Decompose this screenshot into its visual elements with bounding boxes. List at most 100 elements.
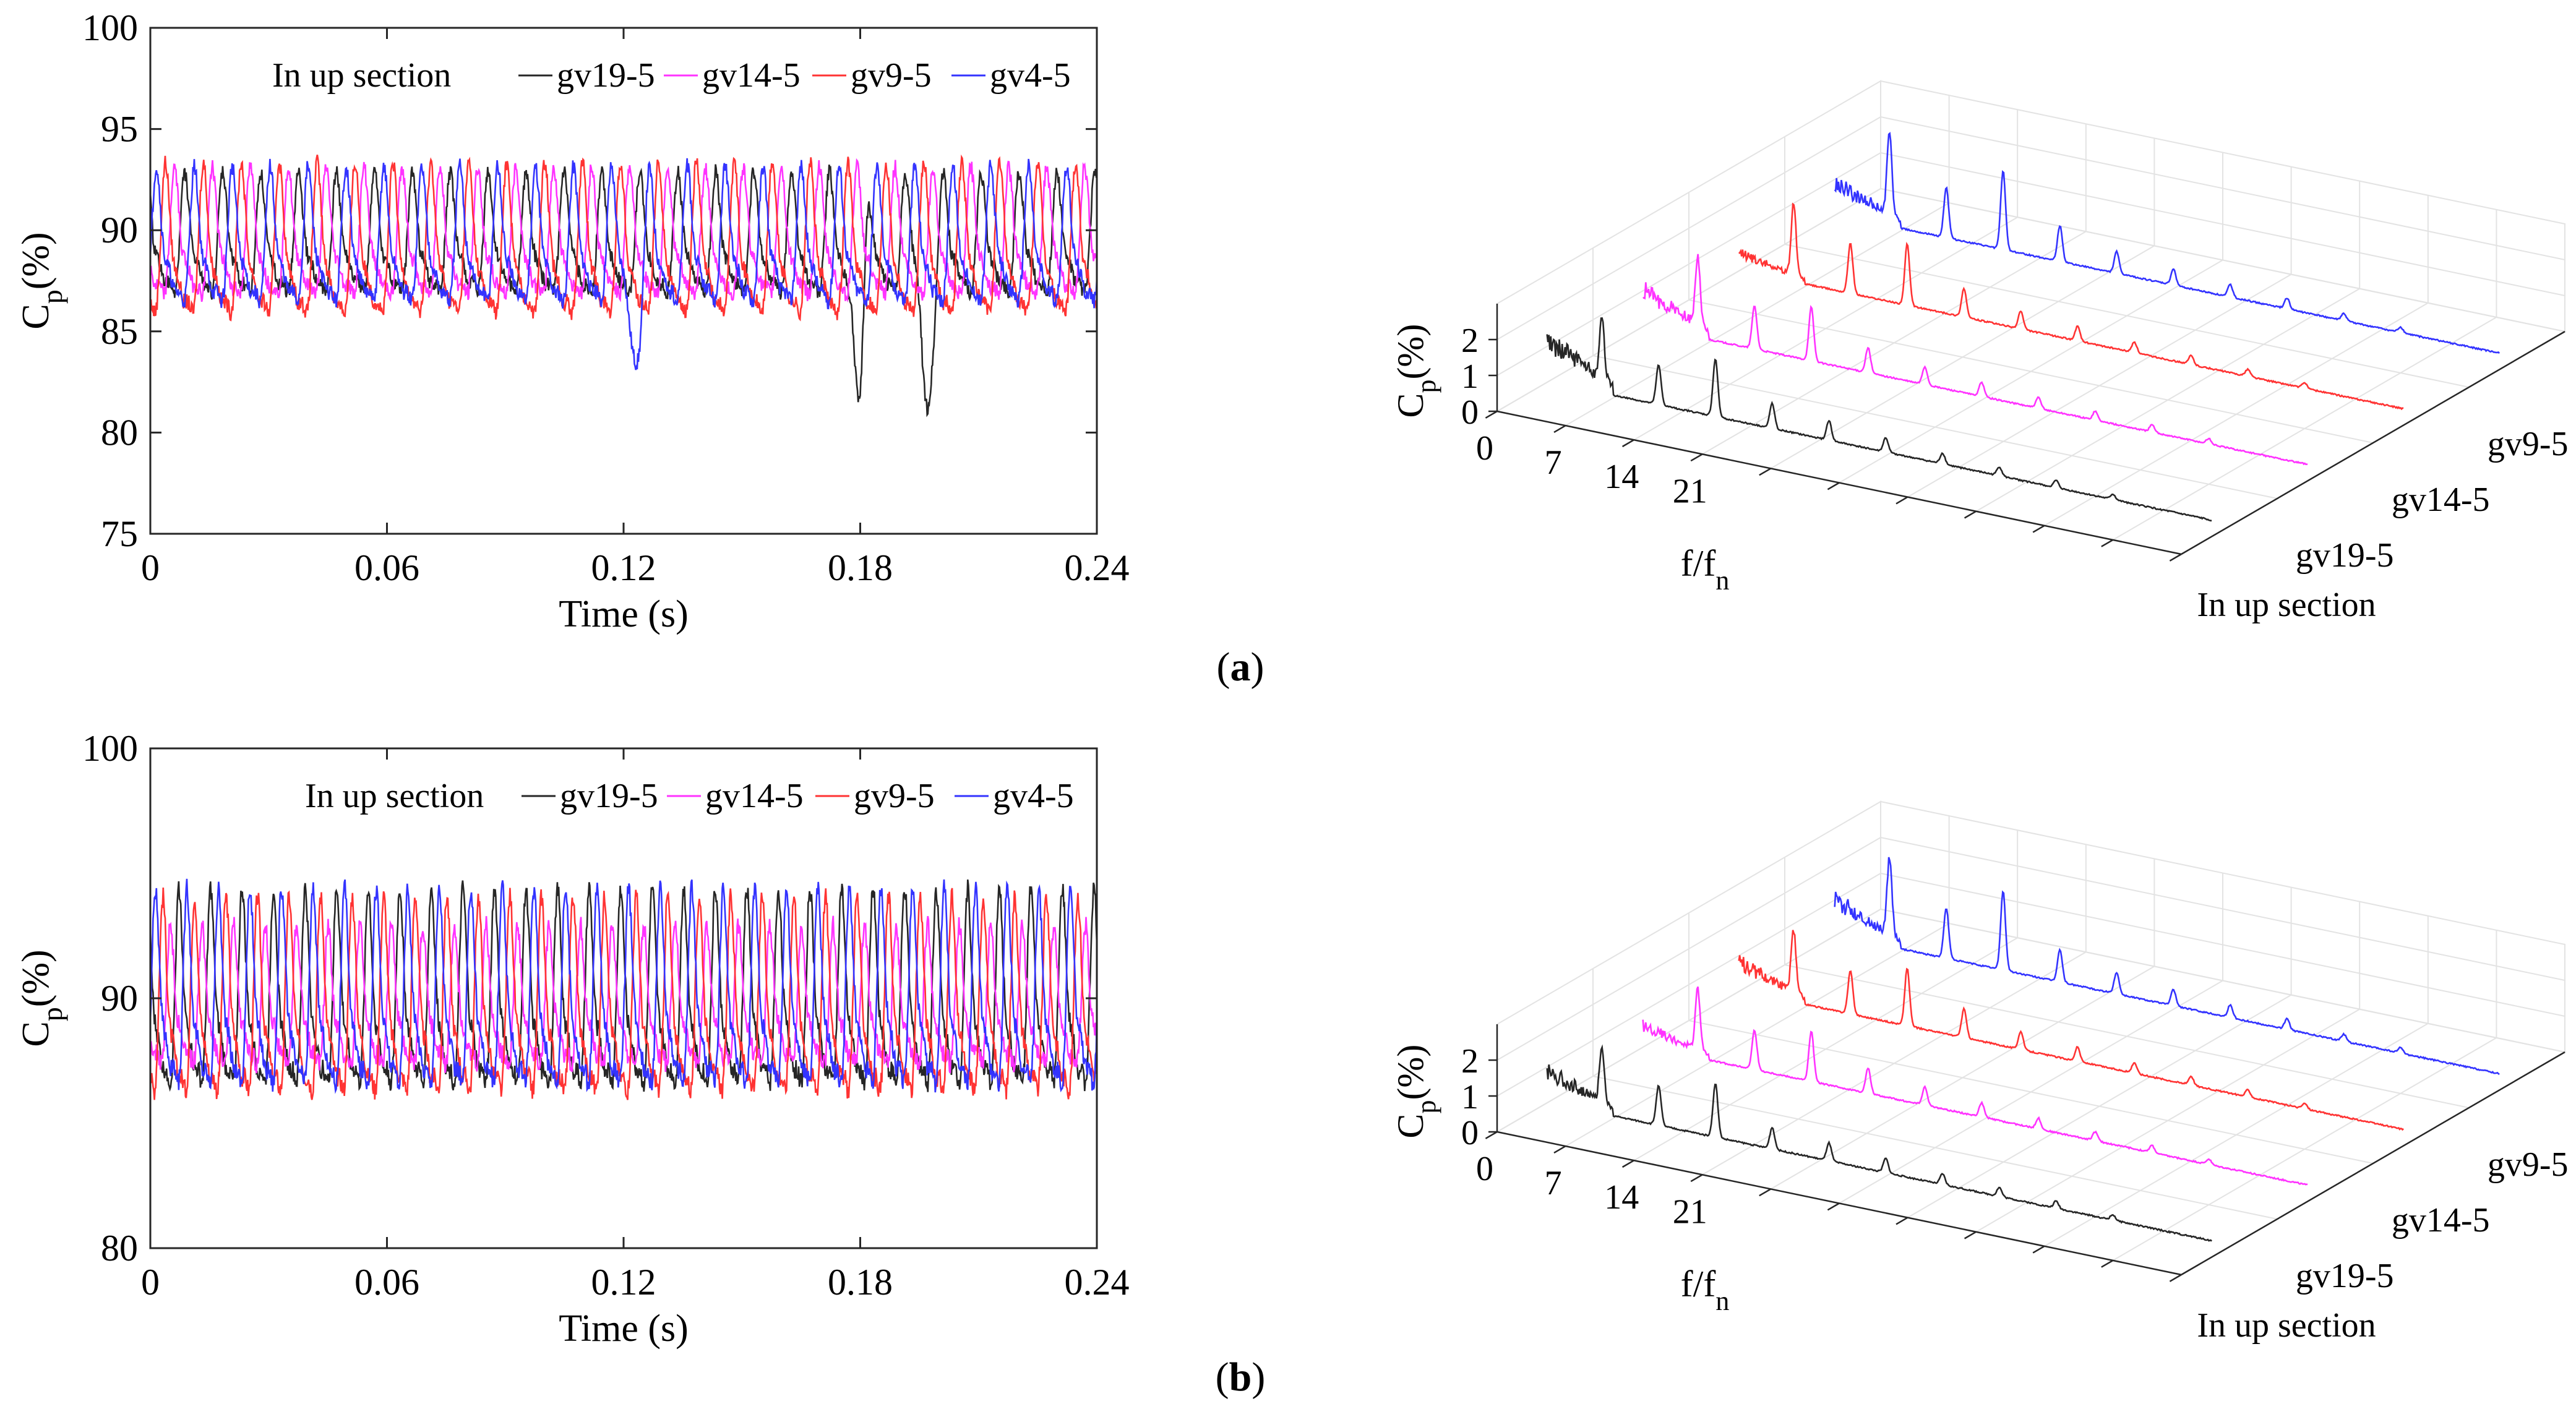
legend-label-gv4-5: gv4-5 (990, 56, 1071, 95)
z-axis-label: Cp(%) (1390, 324, 1441, 418)
series-line-gv14-5 (149, 158, 1097, 303)
depth-tick-label: gv9-5 (2488, 1145, 2569, 1184)
freq-tick-label: 7 (1545, 1164, 1562, 1202)
legend-label-gv19-5: gv19-5 (557, 56, 655, 95)
series-line-gv19-5 (149, 164, 1098, 417)
x-tick-label: 0.06 (354, 547, 419, 588)
spectrum-line-gv4-5 (1834, 132, 2501, 354)
depth-axis (2181, 1051, 2565, 1276)
legend-title: In up section (305, 777, 484, 815)
y-tick-label: 75 (101, 513, 138, 554)
freq-axis-label: f/fn (1681, 543, 1730, 596)
freq-tick (1759, 468, 1772, 476)
freq-tick (1485, 410, 1498, 419)
freq-tick (1964, 510, 1977, 519)
grid-line (1880, 188, 2565, 332)
depth-tick-label: gv19-5 (2296, 536, 2394, 575)
y-tick-label: 100 (82, 728, 138, 769)
grid-line (1688, 299, 2374, 443)
spectrum-waterfall-b: gv4-5gv9-5gv14-5gv19-5071421012Cp(%)f/fn… (1390, 800, 2569, 1345)
y-tick-label: 100 (82, 7, 138, 48)
depth-tick-label: gv14-5 (2392, 1201, 2490, 1239)
depth-tick-label: gv14-5 (2392, 481, 2490, 519)
freq-tick (1553, 1145, 1566, 1154)
freq-tick (2032, 524, 2045, 533)
legend-label-gv9-5: gv9-5 (851, 56, 932, 95)
freq-axis (1496, 1131, 2182, 1276)
spectrum-line-gv9-5 (1738, 930, 2404, 1131)
z-tick-label: 2 (1461, 322, 1479, 360)
depth-axis (2181, 330, 2565, 555)
freq-tick-label: 0 (1476, 1150, 1493, 1188)
freq-tick (1759, 1188, 1772, 1197)
depth-tick-label: gv9-5 (2488, 425, 2569, 463)
z-tick-label: 1 (1461, 357, 1479, 396)
spectrum-waterfall-a: gv4-5gv9-5gv14-5gv19-5071421012Cp(%)f/fn… (1390, 80, 2569, 624)
freq-tick-label: 0 (1476, 429, 1493, 468)
x-tick-label: 0.18 (828, 1262, 893, 1303)
freq-tick-label: 14 (1604, 458, 1639, 496)
x-tick-label: 0.12 (591, 547, 656, 588)
freq-tick (2032, 1245, 2045, 1254)
freq-tick (1690, 453, 1703, 462)
y-tick-label: 85 (101, 311, 138, 352)
freq-tick (2169, 553, 2182, 562)
spectrum-line-gv9-5 (1738, 202, 2404, 411)
time-series-chart-b: 0 0.06 0.12 0.18 0.24 80 90 100 Time (s) Cp(%) In … (15, 728, 1130, 1350)
panel-label-a: (a) (1217, 644, 1264, 690)
y-tick-label: 80 (101, 412, 138, 453)
x-tick-label: 0.24 (1065, 1262, 1130, 1303)
y-tick-label: 90 (101, 978, 138, 1019)
z-tick-label: 1 (1461, 1078, 1479, 1116)
grid-line (1592, 355, 2278, 499)
freq-tick (2101, 1259, 2114, 1268)
spectrum-line-gv14-5 (1642, 254, 2308, 466)
depth-axis-label: In up section (2197, 1306, 2376, 1345)
freq-tick (1827, 482, 1840, 490)
freq-tick (2169, 1274, 2182, 1282)
grid-line (1880, 873, 2565, 1017)
y-tick-label: 95 (101, 109, 138, 150)
series-line-gv19-5 (149, 879, 1098, 1092)
z-tick-label: 0 (1461, 1114, 1479, 1152)
x-tick-label: 0.18 (828, 547, 893, 588)
legend-label-gv4-5: gv4-5 (993, 777, 1074, 815)
freq-tick (1485, 1131, 1498, 1139)
freq-tick (2101, 539, 2114, 547)
legend-label-gv19-5: gv19-5 (560, 777, 658, 815)
y-axis-label: Cp(%) (15, 232, 68, 329)
x-tick-label: 0 (141, 547, 160, 588)
grid-line (1880, 152, 2565, 296)
grid-line (1880, 909, 2565, 1053)
grid-line (1880, 837, 2565, 981)
freq-tick (1621, 1160, 1634, 1168)
freq-tick (1827, 1202, 1840, 1211)
y-tick-label: 80 (101, 1228, 138, 1269)
depth-axis-label: In up section (2197, 586, 2376, 624)
spectrum-line-gv19-5 (1546, 317, 2212, 522)
grid-line (1784, 964, 2470, 1108)
x-axis-label: Time (s) (559, 593, 689, 635)
z-tick-label: 2 (1461, 1042, 1479, 1081)
legend-title: In up section (272, 56, 451, 95)
x-tick-label: 0.12 (591, 1262, 656, 1303)
x-tick-label: 0.06 (354, 1262, 419, 1303)
spectrum-line-gv14-5 (1642, 986, 2308, 1186)
spectrum-line-gv19-5 (1546, 1044, 2213, 1242)
grid-line (1688, 1020, 2374, 1164)
freq-tick-label: 21 (1673, 472, 1707, 510)
freq-tick-label: 7 (1545, 443, 1562, 482)
series-line-gv9-5 (149, 888, 1098, 1100)
z-axis-label: Cp(%) (1390, 1045, 1441, 1139)
freq-axis-label: f/fn (1681, 1264, 1730, 1316)
freq-tick (1621, 439, 1634, 448)
freq-tick-label: 14 (1604, 1178, 1639, 1217)
freq-tick (1964, 1231, 1977, 1239)
grid-line (1592, 1076, 2278, 1220)
y-tick-label: 90 (101, 210, 138, 250)
legend-label-gv9-5: gv9-5 (854, 777, 935, 815)
grid-line (1784, 244, 2470, 388)
series-line-gv9-5 (149, 154, 1098, 322)
series-line-gv4-5 (149, 878, 1098, 1094)
time-series-chart-a: 0 0.06 0.12 0.18 0.24 75 80 85 90 95 100 Time (s) Cp… (15, 7, 1130, 635)
